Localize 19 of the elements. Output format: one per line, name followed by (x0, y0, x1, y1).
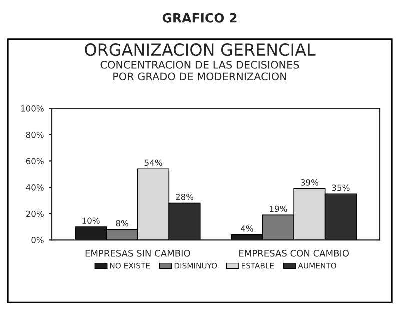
x-tick-label: EMPRESAS SIN CAMBIO (86, 250, 190, 257)
y-tick-label: 80% (26, 132, 44, 138)
data-label: 28% (176, 194, 194, 200)
data-label: 8% (116, 220, 128, 227)
y-tick-label: 40% (26, 184, 44, 191)
text: GRAFICO 2 (162, 13, 237, 23)
data-label: 54% (144, 160, 162, 166)
data-label: 19% (270, 206, 288, 212)
data-label: 39% (301, 180, 319, 186)
y-tick-label: 100% (21, 106, 44, 112)
data-label: 10% (82, 218, 100, 224)
data-label: 35% (332, 184, 350, 192)
y-tick-label: 20% (26, 210, 44, 218)
y-tick-label: 0% (32, 237, 44, 244)
chart-title: ORGANIZACION GERENCIAL (85, 44, 316, 56)
data-label: 4% (241, 226, 254, 232)
chart-subtitle: CONCENTRACION DE LAS DECISIONES POR GRADO DE MODERNIZACION (100, 61, 300, 81)
x-tick-label: EMPRESAS CON CAMBIO (240, 250, 350, 257)
y-tick-label: 60% (26, 158, 44, 164)
